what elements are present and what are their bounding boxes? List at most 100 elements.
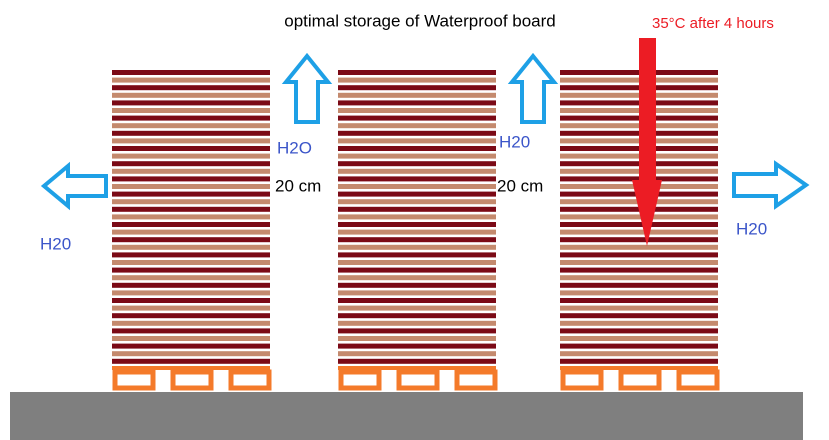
board	[338, 85, 496, 91]
board	[112, 244, 270, 250]
board	[338, 260, 496, 265]
board	[112, 70, 270, 75]
board-stacks	[112, 70, 720, 391]
pallet-block	[454, 369, 498, 391]
board	[112, 184, 270, 189]
board	[338, 229, 496, 235]
board	[338, 267, 496, 273]
board	[112, 115, 270, 121]
board	[112, 191, 270, 197]
board	[112, 343, 270, 349]
right-arrow	[732, 160, 810, 210]
board	[112, 153, 270, 159]
pallet-block	[338, 369, 382, 391]
board	[112, 252, 270, 258]
pallet-top	[560, 366, 718, 370]
board	[338, 146, 496, 151]
board	[112, 146, 270, 151]
board	[560, 222, 718, 227]
board	[112, 100, 270, 106]
board	[338, 328, 496, 334]
spacing-label: 20 cm	[497, 176, 543, 195]
board	[112, 123, 270, 129]
heat-arrow	[632, 38, 662, 246]
pallet-block	[618, 369, 662, 391]
pallet-block	[396, 369, 440, 391]
board	[560, 260, 718, 265]
board	[112, 199, 270, 205]
board	[338, 176, 496, 182]
board	[112, 275, 270, 281]
board	[338, 244, 496, 250]
board	[560, 275, 718, 281]
board	[338, 351, 496, 357]
board	[112, 168, 270, 174]
board	[112, 282, 270, 288]
board	[112, 358, 270, 364]
board	[560, 351, 718, 357]
board	[338, 305, 496, 311]
board	[112, 206, 270, 212]
board	[338, 161, 496, 167]
board	[112, 290, 270, 296]
board	[338, 252, 496, 258]
board	[112, 108, 270, 113]
board	[112, 260, 270, 265]
board	[560, 290, 718, 296]
pallet-block	[676, 369, 720, 391]
board	[338, 298, 496, 303]
pallet-block	[560, 369, 604, 391]
board	[338, 184, 496, 189]
board	[112, 92, 270, 98]
board	[112, 313, 270, 319]
pallet-block	[112, 369, 156, 391]
board	[112, 85, 270, 91]
board	[112, 176, 270, 182]
board	[338, 336, 496, 341]
board	[560, 358, 718, 364]
board	[338, 214, 496, 220]
board	[338, 320, 496, 326]
board	[338, 275, 496, 281]
board	[560, 305, 718, 311]
board	[338, 115, 496, 121]
board	[338, 358, 496, 364]
board	[112, 328, 270, 334]
heat-annotation: 35°C after 4 hours	[652, 15, 774, 32]
board	[560, 282, 718, 288]
vapor-label: H20	[736, 219, 767, 238]
board	[112, 237, 270, 243]
title: optimal storage of Waterproof board	[284, 11, 556, 30]
board	[338, 100, 496, 106]
board	[112, 77, 270, 83]
board	[338, 343, 496, 349]
up-arrow	[281, 52, 333, 124]
board	[338, 77, 496, 83]
pallet-top	[338, 366, 496, 370]
board	[560, 267, 718, 273]
board	[338, 153, 496, 159]
board	[560, 298, 718, 303]
board	[112, 229, 270, 235]
board	[560, 343, 718, 349]
board	[338, 130, 496, 136]
board	[560, 229, 718, 235]
board	[338, 290, 496, 296]
board	[560, 313, 718, 319]
board	[112, 161, 270, 167]
board	[112, 138, 270, 144]
board	[112, 267, 270, 273]
board	[112, 336, 270, 341]
board	[338, 313, 496, 319]
board	[112, 298, 270, 303]
board	[338, 191, 496, 197]
board	[560, 214, 718, 220]
board	[338, 138, 496, 144]
board	[338, 237, 496, 243]
board	[338, 222, 496, 227]
board	[338, 70, 496, 75]
board	[112, 214, 270, 220]
pallet-block	[228, 369, 272, 391]
board	[560, 252, 718, 258]
board	[112, 130, 270, 136]
